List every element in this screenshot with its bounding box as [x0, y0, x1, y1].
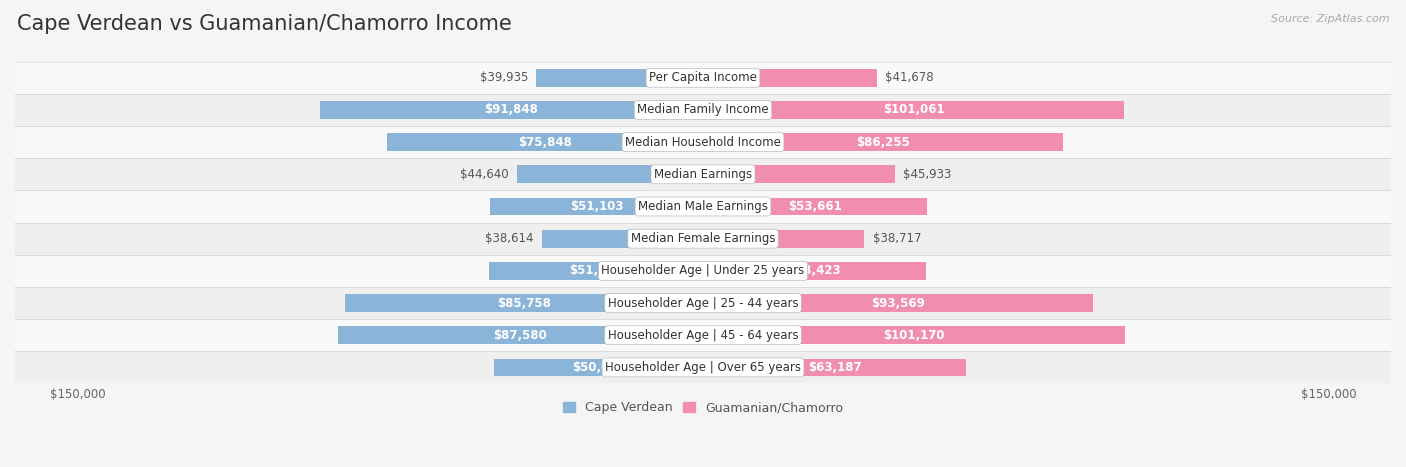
Text: Householder Age | 45 - 64 years: Householder Age | 45 - 64 years — [607, 329, 799, 342]
Bar — [321, 101, 703, 119]
Text: Householder Age | Under 25 years: Householder Age | Under 25 years — [602, 264, 804, 277]
Text: $45,933: $45,933 — [903, 168, 952, 181]
Bar — [387, 133, 703, 151]
Text: Median Earnings: Median Earnings — [654, 168, 752, 181]
Text: Median Female Earnings: Median Female Earnings — [631, 232, 775, 245]
Legend: Cape Verdean, Guamanian/Chamorro: Cape Verdean, Guamanian/Chamorro — [558, 396, 848, 419]
Bar — [703, 359, 966, 376]
Bar — [703, 133, 1063, 151]
Text: $85,758: $85,758 — [498, 297, 551, 310]
Text: $38,614: $38,614 — [485, 232, 534, 245]
Bar — [0, 319, 1406, 351]
Bar — [703, 198, 927, 215]
Text: $51,387: $51,387 — [569, 264, 623, 277]
Text: Median Family Income: Median Family Income — [637, 104, 769, 116]
Bar — [0, 287, 1406, 319]
Text: Householder Age | Over 65 years: Householder Age | Over 65 years — [605, 361, 801, 374]
Bar — [703, 294, 1092, 312]
Text: $41,678: $41,678 — [886, 71, 934, 84]
Bar — [346, 294, 703, 312]
Text: Per Capita Income: Per Capita Income — [650, 71, 756, 84]
Text: Householder Age | 25 - 44 years: Householder Age | 25 - 44 years — [607, 297, 799, 310]
Text: $51,103: $51,103 — [569, 200, 623, 213]
Bar — [703, 262, 925, 280]
Text: $63,187: $63,187 — [808, 361, 862, 374]
Text: $53,423: $53,423 — [787, 264, 841, 277]
Bar — [703, 101, 1125, 119]
Bar — [0, 126, 1406, 158]
Text: $87,580: $87,580 — [494, 329, 547, 342]
Text: $101,061: $101,061 — [883, 104, 945, 116]
Text: Median Household Income: Median Household Income — [626, 135, 780, 149]
Bar — [703, 326, 1125, 344]
Bar — [0, 255, 1406, 287]
Text: $86,255: $86,255 — [856, 135, 910, 149]
Bar — [489, 198, 703, 215]
Text: $50,077: $50,077 — [572, 361, 626, 374]
Bar — [703, 69, 877, 87]
Bar — [541, 230, 703, 248]
Bar — [489, 262, 703, 280]
Text: $93,569: $93,569 — [872, 297, 925, 310]
Text: $38,717: $38,717 — [873, 232, 921, 245]
Text: $91,848: $91,848 — [485, 104, 538, 116]
Bar — [703, 230, 865, 248]
Text: Source: ZipAtlas.com: Source: ZipAtlas.com — [1271, 14, 1389, 24]
Bar — [517, 165, 703, 183]
Text: $101,170: $101,170 — [883, 329, 945, 342]
Text: Cape Verdean vs Guamanian/Chamorro Income: Cape Verdean vs Guamanian/Chamorro Incom… — [17, 14, 512, 34]
Bar — [0, 351, 1406, 383]
Bar — [537, 69, 703, 87]
Bar — [0, 62, 1406, 94]
Text: $53,661: $53,661 — [787, 200, 842, 213]
Bar — [0, 94, 1406, 126]
Bar — [0, 191, 1406, 223]
Bar — [494, 359, 703, 376]
Text: $75,848: $75,848 — [517, 135, 572, 149]
Bar — [0, 158, 1406, 191]
Bar — [703, 165, 894, 183]
Bar — [0, 223, 1406, 255]
Bar — [337, 326, 703, 344]
Text: Median Male Earnings: Median Male Earnings — [638, 200, 768, 213]
Text: $44,640: $44,640 — [460, 168, 509, 181]
Text: $39,935: $39,935 — [479, 71, 529, 84]
